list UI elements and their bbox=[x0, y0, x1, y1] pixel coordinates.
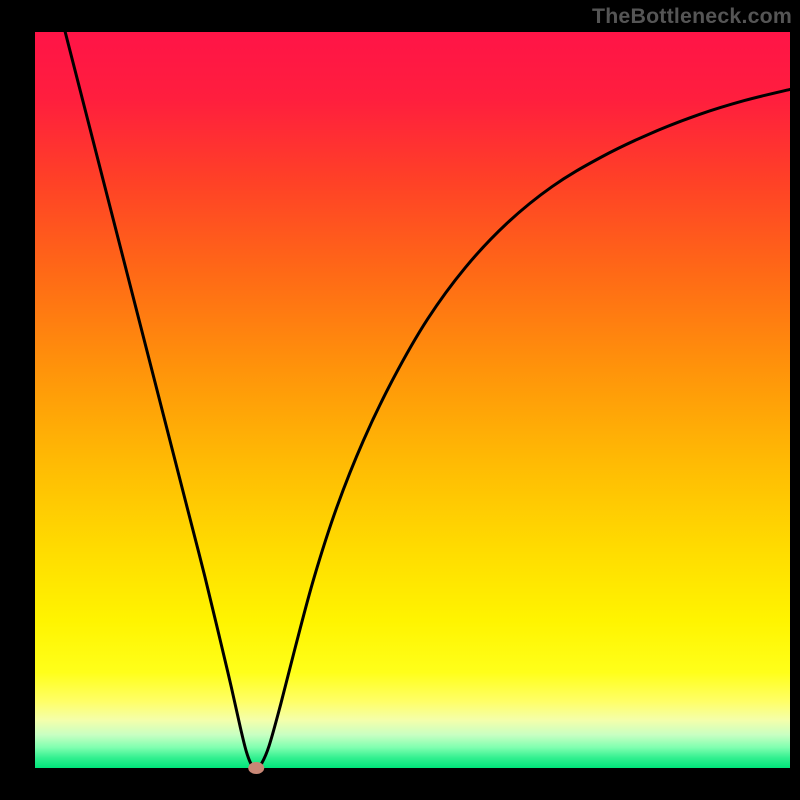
curve-path bbox=[65, 32, 790, 768]
watermark-text: TheBottleneck.com bbox=[584, 0, 800, 33]
bottleneck-curve bbox=[35, 32, 790, 768]
optimal-point-marker bbox=[248, 762, 264, 774]
plot-area bbox=[35, 32, 790, 768]
chart-frame: TheBottleneck.com bbox=[0, 0, 800, 800]
